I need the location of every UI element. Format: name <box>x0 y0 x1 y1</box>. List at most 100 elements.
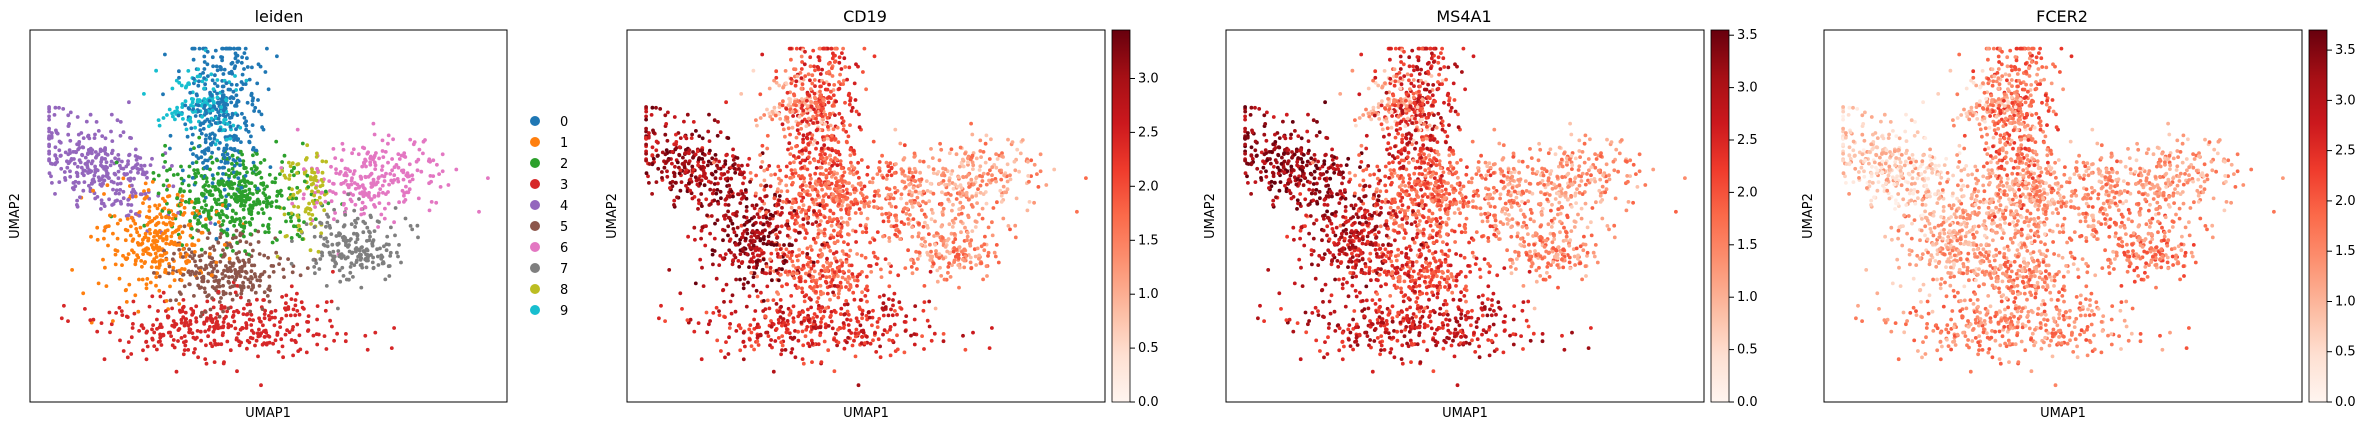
cell-point <box>194 263 198 268</box>
cell-point <box>376 176 381 181</box>
cell-point <box>921 159 926 164</box>
cell-point <box>192 215 197 220</box>
cell-point <box>273 176 278 181</box>
cell-point <box>881 175 886 180</box>
cell-point <box>723 198 728 202</box>
cell-point <box>831 51 835 56</box>
cell-point <box>210 181 215 186</box>
cell-point <box>928 242 932 247</box>
cell-point <box>191 46 196 51</box>
cell-point <box>293 303 298 308</box>
cell-point <box>99 177 104 182</box>
cell-point <box>714 305 719 310</box>
cell-point <box>129 215 134 220</box>
cell-point <box>760 143 765 148</box>
cell-point <box>942 173 947 178</box>
cell-point <box>181 255 185 259</box>
cell-point <box>909 333 913 338</box>
cell-point <box>713 221 717 226</box>
cell-point <box>354 260 359 264</box>
cell-point <box>787 141 792 146</box>
cell-point <box>81 136 86 141</box>
cell-point <box>848 147 853 152</box>
cell-point <box>220 46 225 51</box>
cell-point <box>115 198 119 203</box>
cell-point <box>808 244 813 249</box>
legend-entry-5: 5 <box>530 220 568 235</box>
cell-point <box>396 179 401 184</box>
cell-point <box>796 338 801 343</box>
cell-point <box>897 229 901 234</box>
cell-point <box>788 335 793 340</box>
cell-point <box>223 172 228 177</box>
cell-point <box>791 154 796 158</box>
cell-point <box>752 317 756 322</box>
cell-point <box>761 257 766 262</box>
cell-point <box>49 174 53 179</box>
cell-point <box>1015 147 1020 152</box>
cell-point <box>304 156 309 160</box>
cell-point <box>196 67 201 72</box>
cell-point <box>1000 154 1004 159</box>
cell-point <box>269 310 274 315</box>
cell-point <box>239 185 244 190</box>
cell-point <box>878 355 883 360</box>
cell-point <box>885 173 890 178</box>
cell-point <box>284 301 288 306</box>
cell-point <box>241 258 246 263</box>
cell-point <box>822 137 827 142</box>
cell-point <box>836 140 841 145</box>
cell-point <box>250 102 255 107</box>
cell-point <box>131 237 136 242</box>
cell-point <box>76 132 81 137</box>
cell-point <box>360 164 365 169</box>
cell-point <box>344 206 348 211</box>
cell-point <box>265 46 269 51</box>
cell-point <box>239 202 244 206</box>
cell-point <box>171 173 176 177</box>
cell-point <box>159 343 164 347</box>
cell-point <box>819 219 823 223</box>
cell-point <box>279 316 284 321</box>
cell-point <box>150 219 155 223</box>
cell-point <box>773 172 777 177</box>
cell-point <box>768 231 772 235</box>
cell-point <box>314 155 319 159</box>
cell-point <box>246 299 251 303</box>
cell-point <box>294 196 299 201</box>
cell-point <box>221 283 226 288</box>
cell-point <box>728 322 732 326</box>
cell-point <box>913 170 918 175</box>
cell-point <box>953 182 957 187</box>
cell-point <box>305 143 310 148</box>
cell-point <box>248 232 253 237</box>
cell-point <box>262 270 267 274</box>
cell-point <box>256 98 260 102</box>
cell-point <box>341 147 346 152</box>
cell-point <box>749 235 754 239</box>
cell-point <box>237 198 242 202</box>
cell-point <box>269 264 274 268</box>
legend-label-7: 7 <box>560 262 568 277</box>
cell-point <box>169 234 174 239</box>
cell-point <box>363 333 368 338</box>
cell-point <box>718 189 723 194</box>
cell-point <box>284 313 289 318</box>
cell-point <box>229 195 234 199</box>
cell-point <box>217 300 222 304</box>
cell-point <box>990 173 994 178</box>
cell-point <box>724 340 728 344</box>
cell-point <box>984 201 989 206</box>
cell-point <box>309 182 314 187</box>
cell-point <box>93 150 98 154</box>
cell-point <box>705 163 710 168</box>
cell-point <box>673 181 678 185</box>
cell-point <box>348 265 353 269</box>
cell-point <box>983 141 988 146</box>
cell-point <box>231 89 236 94</box>
cell-point <box>196 109 201 114</box>
cell-point <box>257 327 261 332</box>
cell-point <box>178 224 183 229</box>
cell-point <box>181 352 186 357</box>
cell-point <box>167 264 172 269</box>
